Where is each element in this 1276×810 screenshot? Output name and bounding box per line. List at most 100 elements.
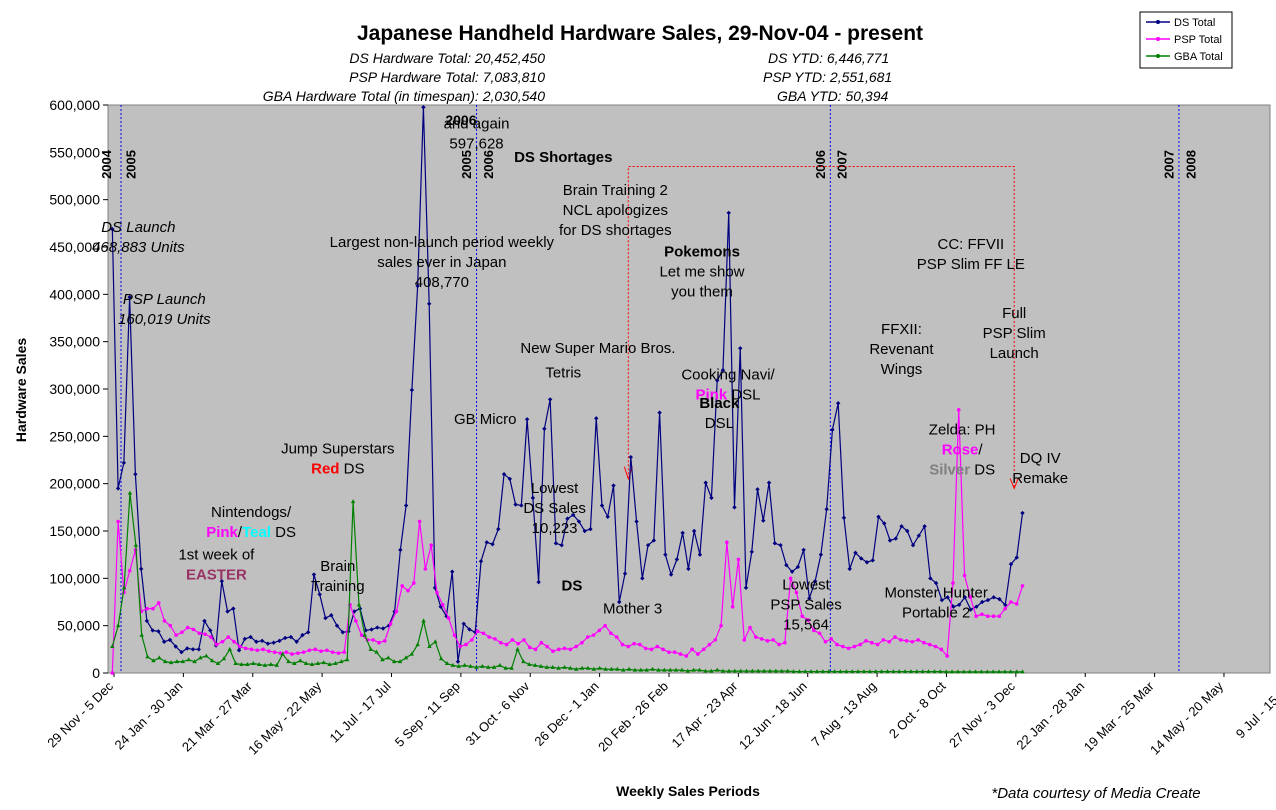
series-point [597,665,602,670]
series-point [580,640,584,645]
series-point [945,595,950,600]
series-point [732,668,737,673]
series-point [208,628,213,633]
series-point [817,631,822,636]
series-point [498,640,503,645]
series-point [938,669,943,674]
series-point [550,664,555,669]
series-point [726,668,732,673]
series-point [359,633,364,637]
annotation-text: Let me show [659,263,744,280]
series-point [896,669,902,674]
series-point [282,635,288,641]
y-tick-label: 200,000 [49,476,100,492]
y-tick-label: 400,000 [49,286,100,302]
series-point [231,606,236,611]
series-point [667,667,673,672]
series-point [719,623,723,628]
psp-total-text: PSP Hardware Total: 7,083,810 [349,69,545,85]
series-point [415,283,420,289]
series-point [955,669,961,674]
series-point [568,647,573,652]
series-point [527,645,532,650]
series-point [841,515,847,520]
series-point [714,378,720,383]
series-point [1020,669,1025,674]
series-point [835,401,841,406]
series-point [840,644,845,649]
series-point [251,661,256,666]
series-point [748,625,752,630]
shortage-arrow-right [1009,478,1019,490]
series-point [493,637,497,641]
series-point [516,641,520,646]
x-tick-label: 26 Dec - 1 Jan [531,679,601,749]
series-psp-total [110,408,1025,675]
annotation-text: Red DS [311,460,364,477]
series-point [696,652,700,656]
series-point [127,490,133,495]
series-point [296,651,300,655]
series-point [121,460,127,466]
series-point [480,663,485,668]
series-point [446,616,451,620]
series-point [945,654,949,658]
series-point [744,668,749,673]
series-point [726,210,731,216]
series-point [649,647,654,652]
annotation-text: PSP Launch [123,291,206,308]
series-point [173,644,178,649]
series-point [255,648,260,653]
series-point [1002,669,1008,674]
series-point [380,657,385,662]
annotation-text: 10,223 [532,520,578,537]
series-point [226,635,231,639]
series-point [870,558,875,563]
series-point [873,669,878,674]
series-point [927,642,932,647]
series-point [579,665,585,670]
series-point [778,543,783,548]
series-point [521,659,526,664]
series-point [568,665,573,670]
series-point [249,647,254,652]
x-tick-label: 21 Mar - 27 Mar [179,678,255,754]
annotation-text: Rose/ [942,441,984,458]
series-point [609,631,613,636]
series-point [730,604,735,609]
series-point [585,635,590,639]
series-point [157,655,162,660]
series-point [185,625,190,630]
series-point [725,540,729,545]
series-point [614,635,619,639]
year-label: 2006 [481,150,496,179]
y-axis-label: Hardware Sales [13,338,29,442]
series-point [858,642,862,647]
shortage-arrow-left [623,466,633,481]
series-point [507,476,513,482]
series-point [685,668,691,673]
series-point [867,669,873,674]
series-point [808,669,814,674]
series-point [239,661,244,666]
series-point [562,664,567,669]
series-point [144,618,150,624]
series-point [475,629,480,634]
series-point [588,526,593,532]
x-tick-label: 31 Oct - 6 Nov [462,678,532,748]
series-point [368,646,373,651]
series-point [973,669,978,674]
series-point [156,601,161,605]
series-point [196,647,201,652]
annotation-text: Lowest [782,577,830,594]
series-point [530,495,536,501]
y-tick-label: 500,000 [49,192,100,208]
y-tick-label: 0 [92,665,100,681]
series-point [605,514,610,519]
year-label: 2007 [1161,150,1176,179]
series-point [891,669,896,674]
series-point [487,635,491,639]
series-point [801,547,806,553]
series-point [467,627,472,632]
year-label: 2007 [835,150,850,179]
